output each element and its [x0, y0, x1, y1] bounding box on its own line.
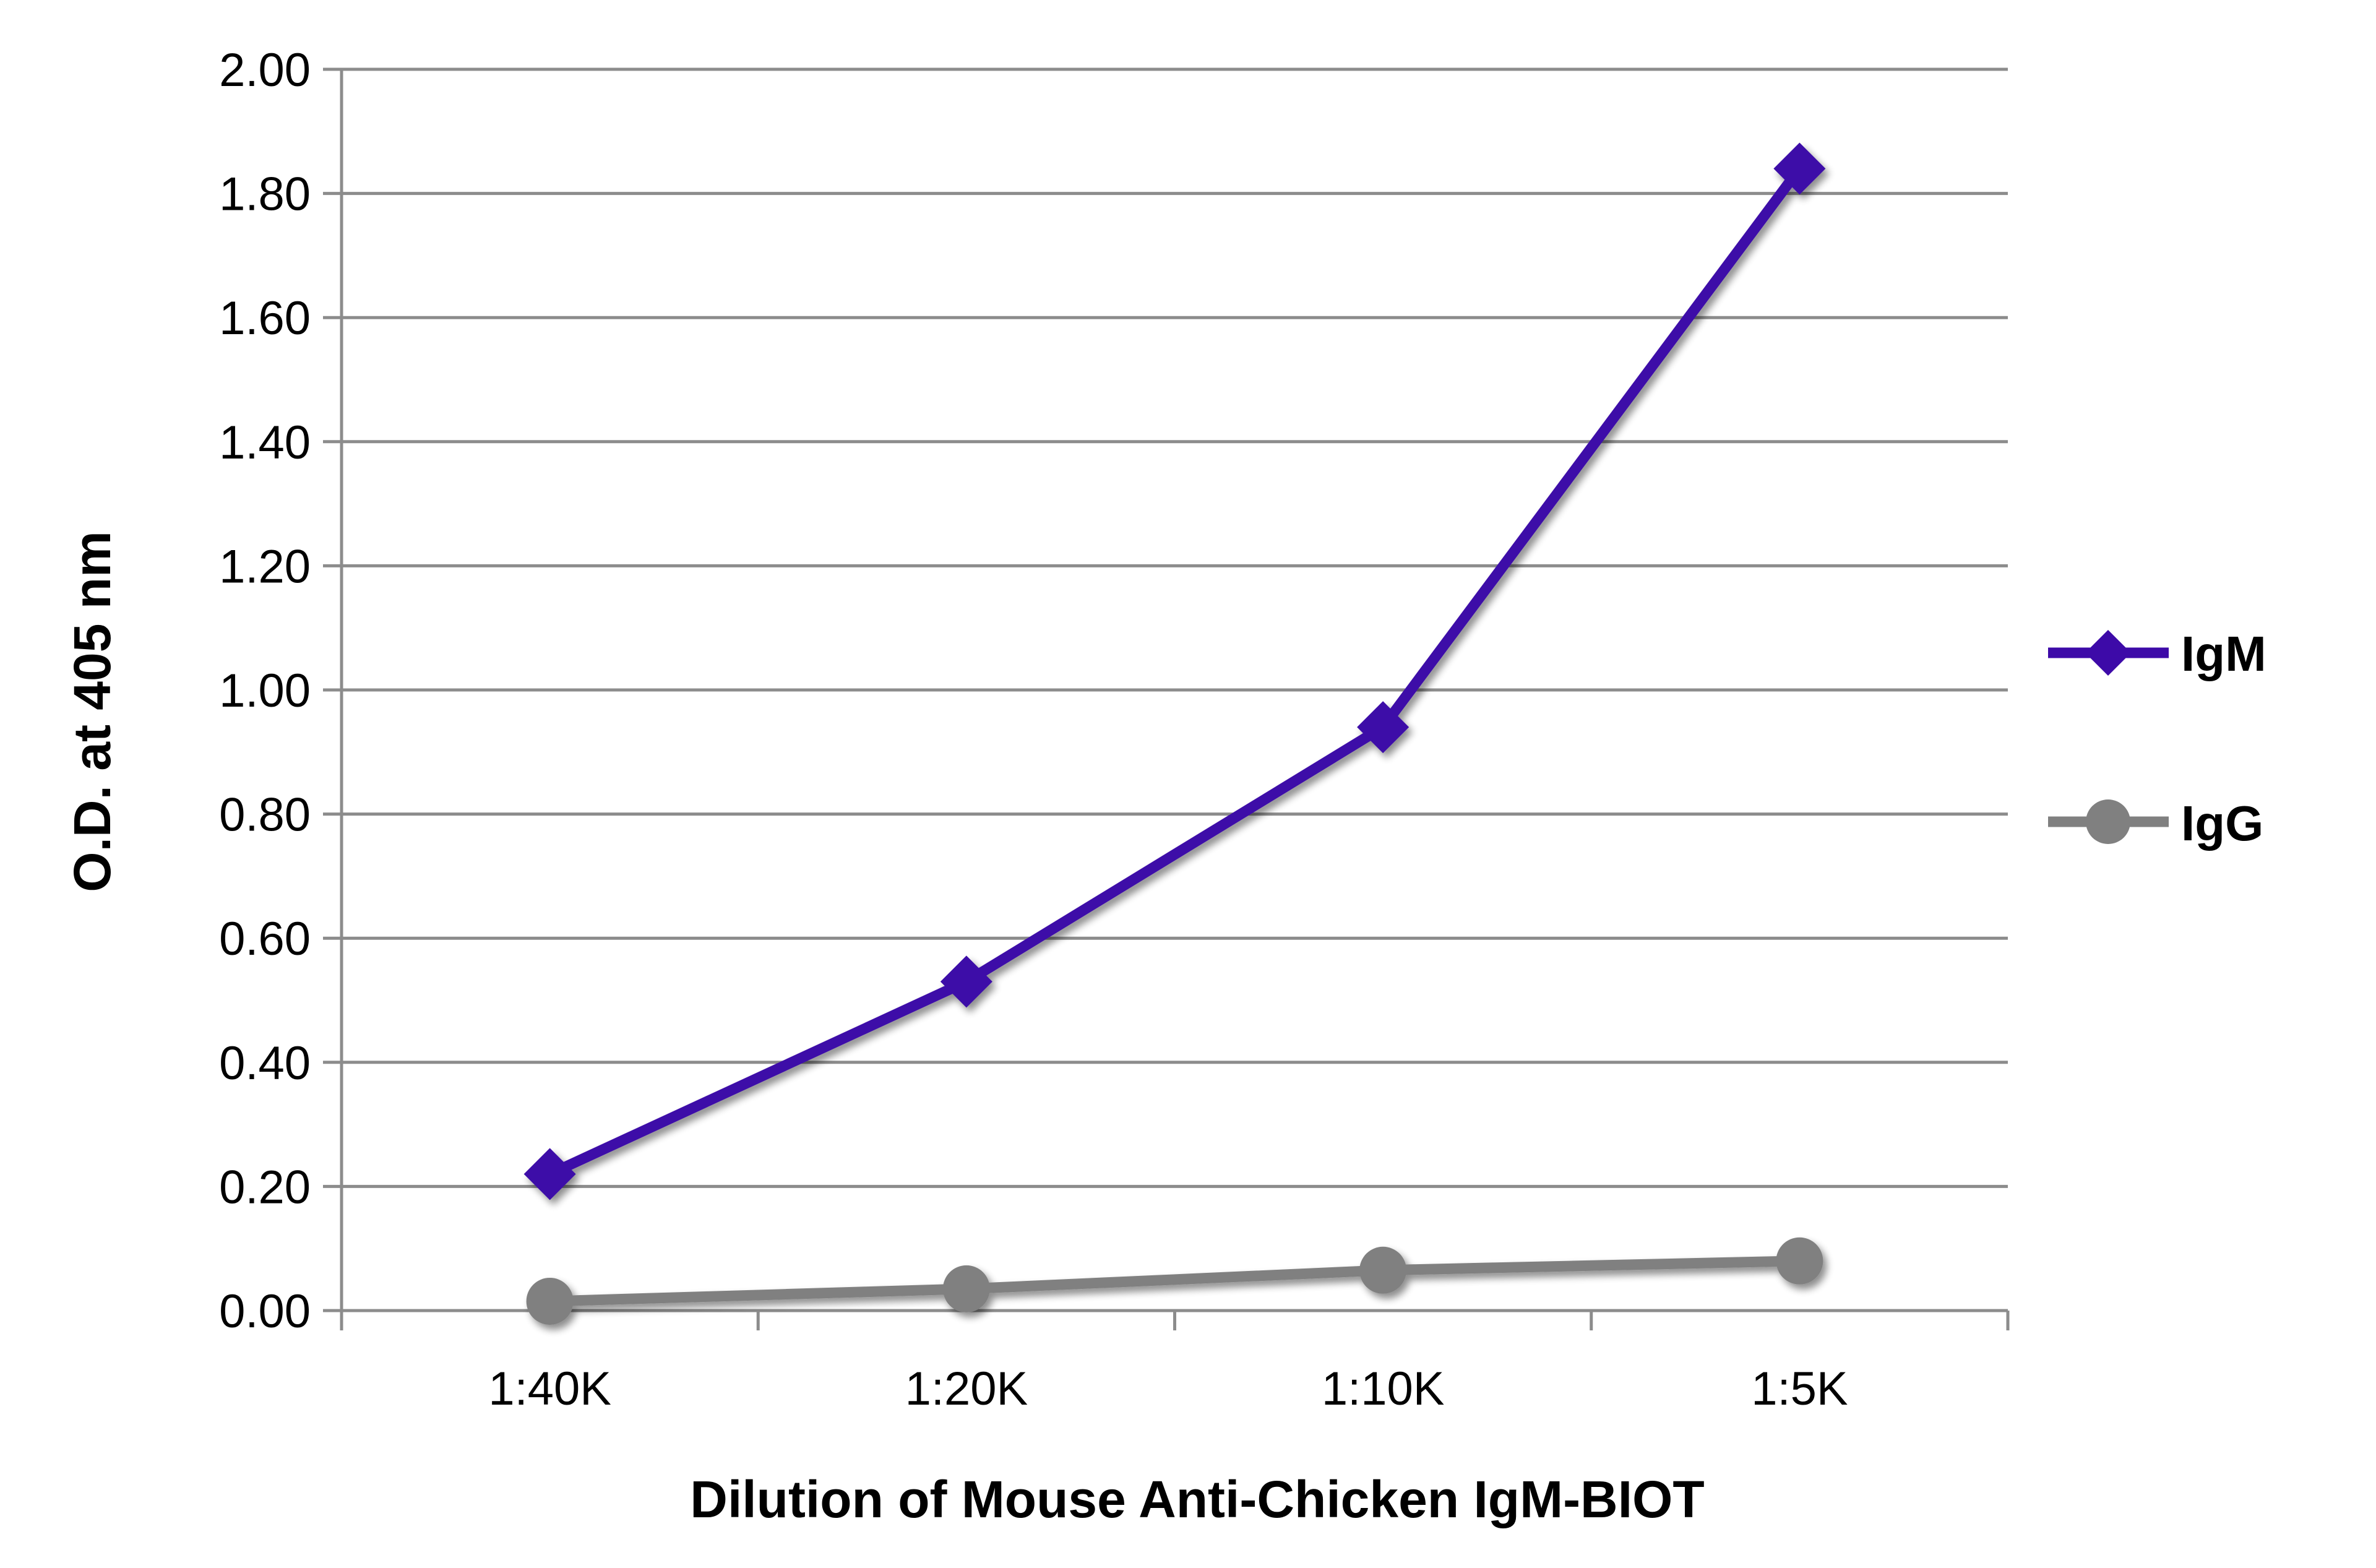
y-tick-label: 2.00 [219, 44, 311, 97]
y-tick-label: 1.40 [219, 416, 311, 469]
data-point-igm [1357, 701, 1410, 754]
y-tick-label: 1.80 [219, 168, 311, 221]
y-tick-labels: 0.00 0.20 0.40 0.60 0.80 1.00 1.20 1.40 1.60 1.80… [219, 44, 311, 1338]
y-tick-label: 0.60 [219, 913, 311, 965]
gridlines [323, 67, 2008, 1188]
y-tick-label: 0.00 [219, 1285, 311, 1338]
data-point-igg [526, 1277, 574, 1325]
data-point-igm [1773, 142, 1826, 195]
legend-igg-circle-marker [2086, 799, 2130, 844]
data-point-igm [940, 955, 992, 1008]
x-tick-label: 1:5K [1751, 1363, 1848, 1415]
legend-igg-label: IgG [2181, 796, 2263, 851]
legend-item-igm: IgM [2048, 626, 2266, 681]
x-axis-title: Dilution of Mouse Anti-Chicken IgM-BIOT [690, 1470, 1704, 1528]
data-point-igg [942, 1265, 990, 1312]
y-axis-title: O.D. at 405 nm [63, 531, 121, 892]
y-tick-label: 0.40 [219, 1037, 311, 1090]
data-point-igg [1776, 1237, 1823, 1285]
legend-item-igg: IgG [2048, 796, 2263, 851]
series-line-igm [544, 163, 1805, 1179]
legend: IgM IgG [2048, 626, 2266, 851]
y-tick-label: 1.00 [219, 665, 311, 717]
legend-igm-label: IgM [2181, 626, 2266, 681]
legend-igm-diamond-marker [2085, 630, 2131, 676]
x-tick-label: 1:20K [905, 1363, 1028, 1415]
data-point-igg [1359, 1246, 1407, 1294]
series-igg [526, 1237, 1823, 1325]
y-tick-label: 1.60 [219, 292, 311, 345]
x-tick-label: 1:10K [1322, 1363, 1445, 1415]
series-line-igg [544, 1256, 1805, 1307]
x-tick-labels: 1:40K 1:20K 1:10K 1:5K [488, 1363, 1848, 1415]
data-point-igm [523, 1148, 576, 1200]
y-tick-label: 1.20 [219, 540, 311, 593]
x-tick-label: 1:40K [488, 1363, 611, 1415]
series-igm [523, 142, 1826, 1200]
series [523, 142, 1826, 1325]
y-tick-label: 0.20 [219, 1161, 311, 1213]
y-tick-label: 0.80 [219, 789, 311, 842]
axes [323, 69, 2010, 1330]
